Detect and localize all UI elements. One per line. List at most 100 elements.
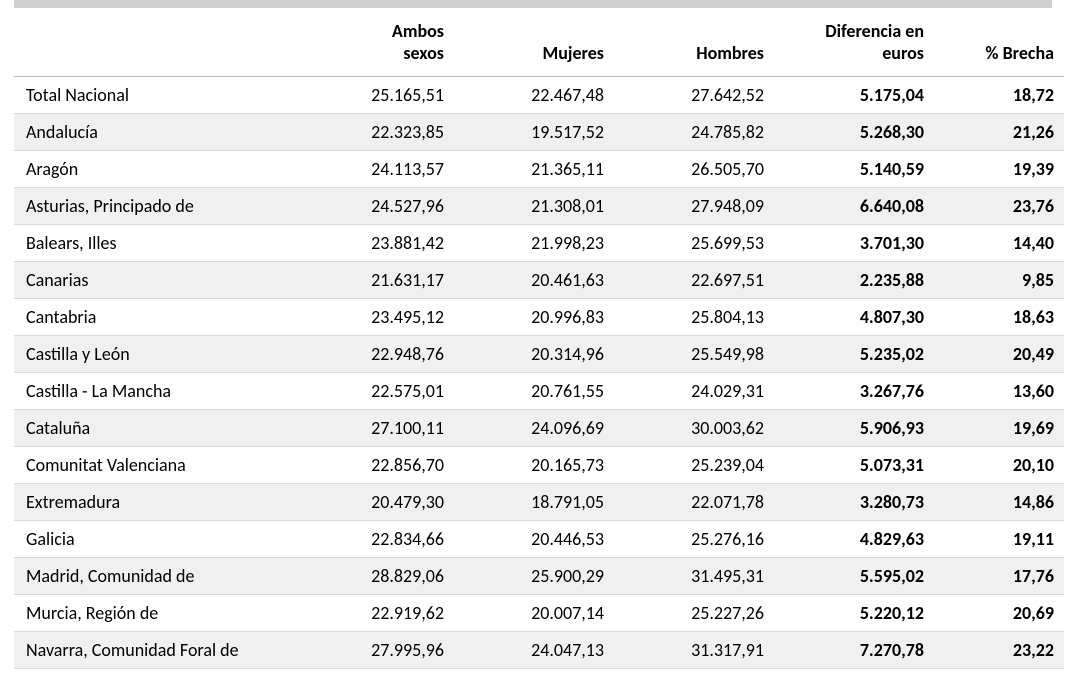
cell-dif: 5.140,59 bbox=[774, 151, 934, 188]
cell-dif: 5.595,02 bbox=[774, 558, 934, 595]
cell-mujeres: 20.446,53 bbox=[454, 521, 614, 558]
cell-mujeres: 24.096,69 bbox=[454, 410, 614, 447]
cell-mujeres: 25.900,29 bbox=[454, 558, 614, 595]
cell-brecha: 13,60 bbox=[934, 373, 1064, 410]
cell-mujeres: 24.047,13 bbox=[454, 632, 614, 669]
cell-mujeres: 18.791,05 bbox=[454, 484, 614, 521]
col-header-ambos: Ambossexos bbox=[284, 10, 454, 77]
table-row: Navarra, Comunidad Foral de27.995,9624.0… bbox=[14, 632, 1064, 669]
cell-brecha: 19,39 bbox=[934, 151, 1064, 188]
col-header-hombres: Hombres bbox=[614, 10, 774, 77]
cell-dif: 3.280,73 bbox=[774, 484, 934, 521]
cell-region: Andalucía bbox=[14, 114, 284, 151]
cell-region: País Vasco bbox=[14, 669, 284, 674]
cell-brecha: 17,90 bbox=[934, 669, 1064, 674]
cell-mujeres: 20.461,63 bbox=[454, 262, 614, 299]
cell-ambos: 23.495,12 bbox=[284, 299, 454, 336]
cell-ambos: 22.919,62 bbox=[284, 595, 454, 632]
table-frame: Ambossexos Mujeres Hombres Diferencia en… bbox=[0, 0, 1066, 674]
cell-ambos: 22.575,01 bbox=[284, 373, 454, 410]
cell-brecha: 18,63 bbox=[934, 299, 1064, 336]
col-header-dif: Diferencia eneuros bbox=[774, 10, 934, 77]
cell-region: Balears, Illes bbox=[14, 225, 284, 262]
cell-ambos: 22.834,66 bbox=[284, 521, 454, 558]
cell-brecha: 20,10 bbox=[934, 447, 1064, 484]
cell-hombres: 25.276,16 bbox=[614, 521, 774, 558]
cell-hombres: 25.227,26 bbox=[614, 595, 774, 632]
table-row: Asturias, Principado de24.527,9621.308,0… bbox=[14, 188, 1064, 225]
cell-hombres: 22.697,51 bbox=[614, 262, 774, 299]
cell-hombres: 22.071,78 bbox=[614, 484, 774, 521]
cell-ambos: 27.995,96 bbox=[284, 632, 454, 669]
cell-ambos: 24.113,57 bbox=[284, 151, 454, 188]
cell-region: Asturias, Principado de bbox=[14, 188, 284, 225]
cell-brecha: 19,69 bbox=[934, 410, 1064, 447]
table-row: Castilla - La Mancha22.575,0120.761,5524… bbox=[14, 373, 1064, 410]
cell-hombres: 24.785,82 bbox=[614, 114, 774, 151]
cell-dif: 2.235,88 bbox=[774, 262, 934, 299]
cell-ambos: 22.856,70 bbox=[284, 447, 454, 484]
cell-hombres: 30.003,62 bbox=[614, 410, 774, 447]
cell-region: Navarra, Comunidad Foral de bbox=[14, 632, 284, 669]
cell-hombres: 31.495,31 bbox=[614, 558, 774, 595]
salary-gap-table: Ambossexos Mujeres Hombres Diferencia en… bbox=[14, 10, 1064, 674]
col-header-mujeres: Mujeres bbox=[454, 10, 614, 77]
cell-brecha: 14,86 bbox=[934, 484, 1064, 521]
cell-region: Total Nacional bbox=[14, 77, 284, 114]
table-row: Madrid, Comunidad de28.829,0625.900,2931… bbox=[14, 558, 1064, 595]
cell-brecha: 20,49 bbox=[934, 336, 1064, 373]
cell-region: Castilla y León bbox=[14, 336, 284, 373]
cell-ambos: 25.165,51 bbox=[284, 77, 454, 114]
cell-mujeres: 20.761,55 bbox=[454, 373, 614, 410]
cell-mujeres: 22.467,48 bbox=[454, 77, 614, 114]
cell-hombres: 33.040,10 bbox=[614, 669, 774, 674]
cell-brecha: 18,72 bbox=[934, 77, 1064, 114]
cell-brecha: 23,22 bbox=[934, 632, 1064, 669]
cell-region: Comunitat Valenciana bbox=[14, 447, 284, 484]
table-row: Aragón24.113,5721.365,1126.505,705.140,5… bbox=[14, 151, 1064, 188]
table-row: País Vasco30.224,1627.125,9033.040,105.9… bbox=[14, 669, 1064, 674]
cell-dif: 4.807,30 bbox=[774, 299, 934, 336]
cell-hombres: 25.549,98 bbox=[614, 336, 774, 373]
cell-dif: 3.267,76 bbox=[774, 373, 934, 410]
cell-dif: 5.268,30 bbox=[774, 114, 934, 151]
cell-hombres: 25.804,13 bbox=[614, 299, 774, 336]
cell-ambos: 20.479,30 bbox=[284, 484, 454, 521]
cell-mujeres: 21.365,11 bbox=[454, 151, 614, 188]
cell-region: Murcia, Región de bbox=[14, 595, 284, 632]
cell-hombres: 26.505,70 bbox=[614, 151, 774, 188]
cell-mujeres: 20.996,83 bbox=[454, 299, 614, 336]
cell-brecha: 17,76 bbox=[934, 558, 1064, 595]
cell-hombres: 27.642,52 bbox=[614, 77, 774, 114]
cell-mujeres: 27.125,90 bbox=[454, 669, 614, 674]
cell-brecha: 20,69 bbox=[934, 595, 1064, 632]
cell-region: Madrid, Comunidad de bbox=[14, 558, 284, 595]
cell-dif: 5.175,04 bbox=[774, 77, 934, 114]
cell-ambos: 27.100,11 bbox=[284, 410, 454, 447]
cell-dif: 4.829,63 bbox=[774, 521, 934, 558]
cell-ambos: 24.527,96 bbox=[284, 188, 454, 225]
cell-hombres: 31.317,91 bbox=[614, 632, 774, 669]
top-divider bbox=[14, 0, 1052, 8]
cell-mujeres: 20.165,73 bbox=[454, 447, 614, 484]
cell-region: Extremadura bbox=[14, 484, 284, 521]
cell-brecha: 21,26 bbox=[934, 114, 1064, 151]
table-row: Andalucía22.323,8519.517,5224.785,825.26… bbox=[14, 114, 1064, 151]
cell-mujeres: 21.998,23 bbox=[454, 225, 614, 262]
cell-ambos: 28.829,06 bbox=[284, 558, 454, 595]
cell-dif: 3.701,30 bbox=[774, 225, 934, 262]
col-header-brecha: % Brecha bbox=[934, 10, 1064, 77]
table-row: Cataluña27.100,1124.096,6930.003,625.906… bbox=[14, 410, 1064, 447]
cell-dif: 5.220,12 bbox=[774, 595, 934, 632]
cell-dif: 5.073,31 bbox=[774, 447, 934, 484]
cell-region: Cataluña bbox=[14, 410, 284, 447]
cell-dif: 5.235,02 bbox=[774, 336, 934, 373]
cell-mujeres: 19.517,52 bbox=[454, 114, 614, 151]
cell-brecha: 19,11 bbox=[934, 521, 1064, 558]
cell-ambos: 30.224,16 bbox=[284, 669, 454, 674]
cell-hombres: 24.029,31 bbox=[614, 373, 774, 410]
cell-region: Aragón bbox=[14, 151, 284, 188]
table-header-row: Ambossexos Mujeres Hombres Diferencia en… bbox=[14, 10, 1064, 77]
table-row: Canarias21.631,1720.461,6322.697,512.235… bbox=[14, 262, 1064, 299]
col-header-region bbox=[14, 10, 284, 77]
